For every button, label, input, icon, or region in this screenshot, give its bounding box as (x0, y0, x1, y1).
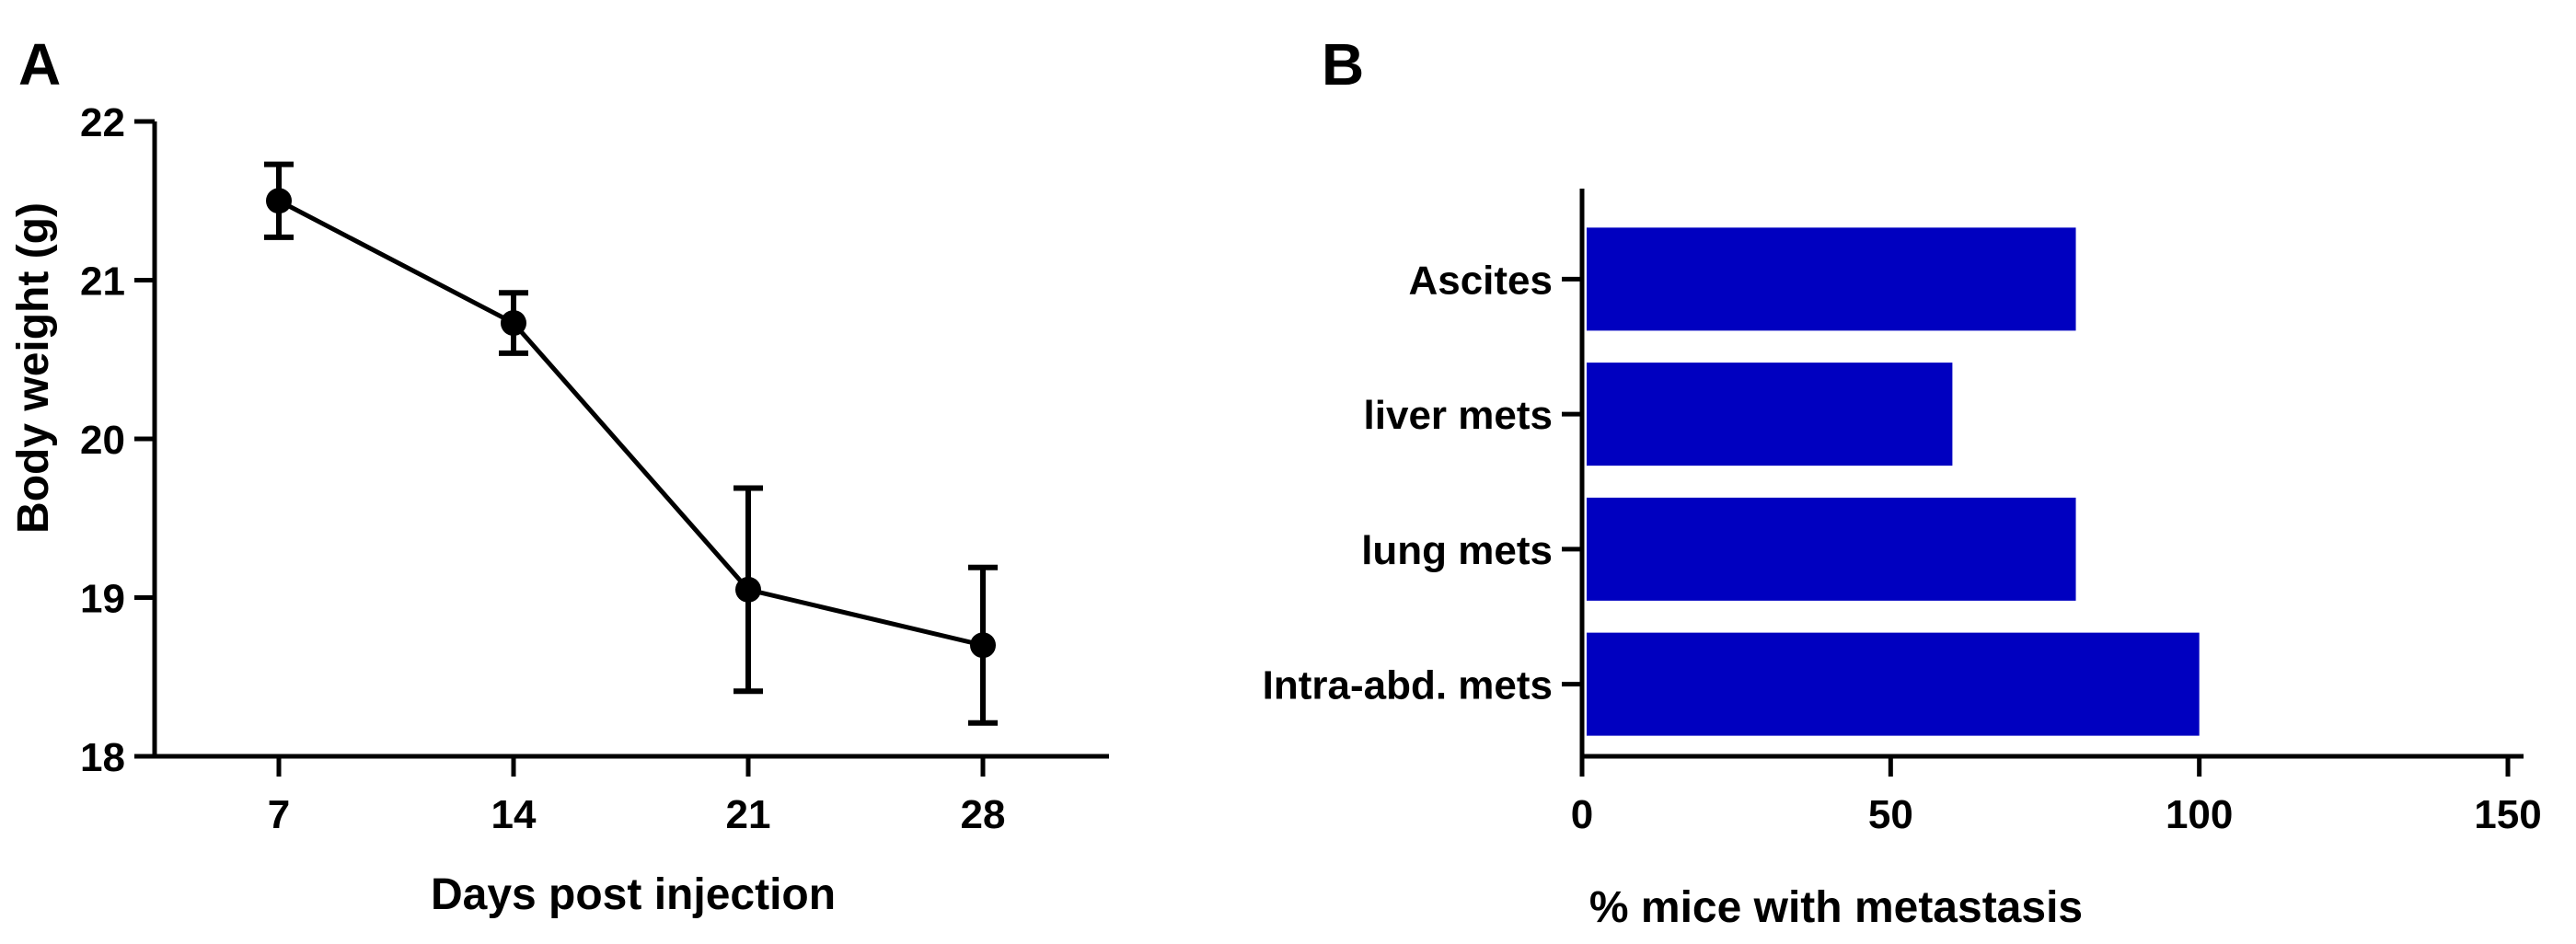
panel-b-bar (1587, 363, 1953, 466)
panel-b-x-ticks: 0 50 100 150 (1571, 756, 2542, 837)
panel-b-x-tick-label: 100 (2166, 792, 2233, 837)
panel-b-bar (1587, 632, 2200, 736)
panel-b-bar (1587, 227, 2076, 331)
panel-a-data-point (735, 576, 761, 603)
panel-b-axes (1579, 189, 2524, 759)
panel-b-letter: B (1322, 31, 1364, 98)
panel-b-category-label: Ascites (1408, 258, 1553, 303)
panel-a-series (264, 161, 998, 726)
panel-a-x-tick-label: 21 (726, 792, 771, 837)
panel-a-y-tick-label: 22 (80, 100, 125, 145)
panel-b-x-tick-label: 0 (1571, 792, 1593, 837)
panel-b-category-labels: Ascites liver mets lung mets Intra-abd. met… (1263, 258, 1582, 708)
panel-a-letter: A (18, 31, 61, 98)
panel-b-x-tick-label: 150 (2474, 792, 2541, 837)
panel-a-x-tick-label: 14 (491, 792, 537, 837)
panel-a-y-tick-label: 20 (80, 418, 125, 463)
panel-a-y-tick-label: 21 (80, 259, 125, 305)
panel-a-data-point (266, 188, 292, 214)
panel-b-category-label: lung mets (1361, 528, 1553, 573)
panel-a-x-tick-label: 7 (268, 792, 290, 837)
panel-b-x-axis-title: % mice with metastasis (1589, 883, 2083, 932)
panel-b-bars (1587, 227, 2200, 736)
panel-a-data-point (970, 632, 996, 659)
panel-a-y-axis-title: Body weight (g) (9, 202, 58, 534)
panel-a-x-tick-label: 28 (961, 792, 1006, 837)
panel-b-category-label: Intra-abd. mets (1263, 663, 1553, 708)
panel-a-y-tick-label: 18 (80, 735, 125, 780)
panel-a-y-tick-label: 19 (80, 577, 125, 622)
panel-b-x-tick-label: 50 (1868, 792, 1913, 837)
panel-a-x-ticks: 7 14 21 28 (268, 756, 1006, 837)
panel-a-data-point (501, 310, 526, 337)
panel-a-y-ticks: 18 19 20 21 22 (80, 100, 155, 780)
panel-b-bar-chart: B % mice with metastasis Ascites liver me… (1263, 31, 2542, 932)
panel-b-category-label: liver mets (1364, 393, 1553, 438)
panel-b-bar (1587, 497, 2076, 601)
panel-a-series-line (277, 199, 984, 648)
panel-a-axes (152, 121, 1109, 759)
panel-a-x-axis-title: Days post injection (431, 870, 836, 919)
panel-a-line-chart: A Body weight (g) Days post injection 18… (9, 31, 1109, 919)
